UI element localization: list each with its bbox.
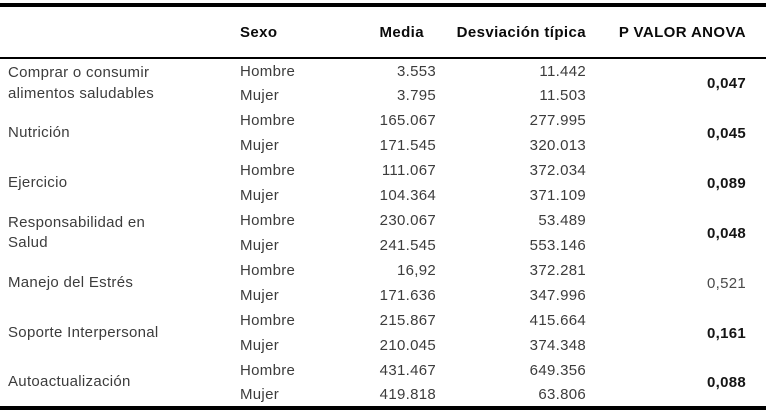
desviacion-cell: 11.503 <box>539 87 586 104</box>
sexo-cell: Hombre <box>240 312 296 329</box>
media-cell: 3.795 <box>396 87 436 104</box>
media-cell: 16,92 <box>396 262 436 279</box>
sexo-cell: Hombre <box>240 162 296 179</box>
col-header-p-valor: P VALOR ANOVA <box>588 5 766 59</box>
desviacion-cell: 553.146 <box>529 237 586 254</box>
p-value-cell: 0,048 <box>706 224 746 242</box>
sexo-cell: Hombre <box>240 362 296 379</box>
desviacion-cell: 11.442 <box>539 62 586 80</box>
media-cell: 3.553 <box>396 62 436 80</box>
media-cell: 241.545 <box>379 237 436 254</box>
table-row: Responsabilidad en Salud Hombre 230.067 … <box>0 208 766 251</box>
media-cell: 171.636 <box>379 287 436 304</box>
table-row: Nutrición Hombre 165.067 277.995 0,045 <box>0 108 766 142</box>
table-row: Manejo del Estrés Hombre 16,92 372.281 0… <box>0 258 766 292</box>
sexo-cell: Mujer <box>240 187 280 204</box>
variable-cell: Comprar o consumir alimentos saludables <box>8 64 155 102</box>
sexo-cell: Hombre <box>240 262 296 279</box>
desviacion-cell: 277.995 <box>529 112 586 129</box>
media-cell: 215.867 <box>379 312 436 329</box>
media-cell: 104.364 <box>379 187 436 204</box>
p-value-cell: 0,161 <box>706 324 746 342</box>
media-cell: 419.818 <box>379 386 436 403</box>
desviacion-cell: 649.356 <box>529 362 586 379</box>
variable-cell: Autoactualización <box>8 372 131 390</box>
variable-cell: Nutrición <box>8 123 70 141</box>
variable-cell: Manejo del Estrés <box>8 273 134 291</box>
sexo-cell: Mujer <box>240 87 280 104</box>
desviacion-cell: 63.806 <box>538 386 586 403</box>
sexo-cell: Hombre <box>240 62 296 80</box>
table-row: Mujer 241.545 553.146 <box>0 233 766 258</box>
p-value-cell: 0,089 <box>706 174 746 192</box>
col-header-variable <box>0 5 228 59</box>
anova-results-table: Sexo Media Desviación típica P VALOR ANO… <box>0 3 766 410</box>
table-row: Mujer 171.545 320.013 <box>0 133 766 158</box>
p-value-cell: 0,045 <box>706 124 746 142</box>
col-header-media: Media <box>340 5 438 59</box>
sexo-cell: Mujer <box>240 287 280 304</box>
sexo-cell: Mujer <box>240 386 280 403</box>
table-row: Comprar o consumir alimentos saludables … <box>0 58 766 102</box>
media-cell: 230.067 <box>379 212 436 229</box>
variable-cell: Responsabilidad en Salud <box>8 213 146 251</box>
desviacion-cell: 371.109 <box>529 187 586 204</box>
table-row: Mujer 104.364 371.109 <box>0 183 766 208</box>
variable-cell: Soporte Interpersonal <box>8 323 159 341</box>
table-row: Autoactualización Hombre 431.467 649.356… <box>0 358 766 391</box>
sexo-cell: Mujer <box>240 337 280 354</box>
p-value-cell: 0,521 <box>706 274 746 292</box>
media-cell: 210.045 <box>379 337 436 354</box>
table-row: Mujer 171.636 347.996 <box>0 283 766 308</box>
col-header-desviacion: Desviación típica <box>438 5 588 59</box>
header-row: Sexo Media Desviación típica P VALOR ANO… <box>0 5 766 59</box>
table-row: Ejercicio Hombre 111.067 372.034 0,089 <box>0 158 766 192</box>
sexo-cell: Hombre <box>240 112 296 129</box>
p-value-cell: 0,047 <box>706 75 746 92</box>
media-cell: 165.067 <box>379 112 436 129</box>
desviacion-cell: 53.489 <box>538 212 586 229</box>
sexo-cell: Hombre <box>240 212 296 229</box>
table-row: Soporte Interpersonal Hombre 215.867 415… <box>0 308 766 342</box>
desviacion-cell: 347.996 <box>529 287 586 304</box>
sexo-cell: Mujer <box>240 137 280 154</box>
media-cell: 171.545 <box>379 137 436 154</box>
media-cell: 431.467 <box>379 362 436 379</box>
p-value-cell: 0,088 <box>706 373 746 391</box>
desviacion-cell: 374.348 <box>529 337 586 354</box>
col-header-sexo: Sexo <box>228 5 340 59</box>
desviacion-cell: 372.281 <box>529 262 586 279</box>
desviacion-cell: 320.013 <box>529 137 586 154</box>
desviacion-cell: 415.664 <box>529 312 586 329</box>
table-row: Mujer 210.045 374.348 <box>0 333 766 358</box>
sexo-cell: Mujer <box>240 237 280 254</box>
table-row: Mujer 419.818 63.806 <box>0 383 766 408</box>
media-cell: 111.067 <box>381 162 436 179</box>
variable-cell: Ejercicio <box>8 173 68 191</box>
table-row: Mujer 3.795 11.503 <box>0 83 766 108</box>
desviacion-cell: 372.034 <box>529 162 586 179</box>
